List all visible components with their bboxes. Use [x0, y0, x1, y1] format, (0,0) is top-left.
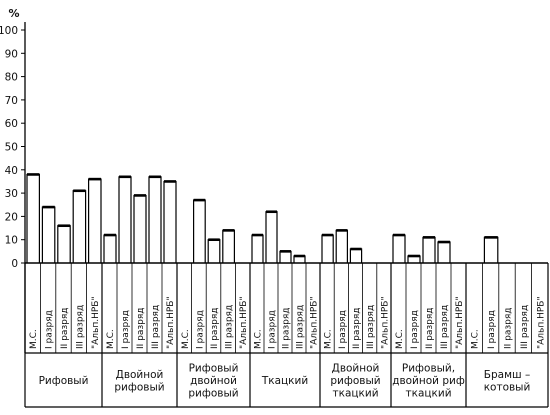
group-label: Двойной [332, 363, 380, 375]
category-label: III разряд [151, 305, 161, 349]
group-label: Двойной [116, 369, 164, 381]
group-label: двойной риф [392, 375, 465, 387]
group-label: рифовый [188, 388, 238, 400]
y-tick-label: 70 [5, 95, 18, 107]
bar [163, 180, 177, 263]
group-label: Рифовый [39, 375, 89, 387]
y-tick-label: 100 [0, 25, 18, 37]
bar [392, 234, 406, 263]
bar [335, 229, 348, 263]
group-label: котовый [484, 381, 531, 393]
category-label: I разряд [195, 310, 205, 349]
category-label: I разряд [121, 310, 131, 349]
y-tick-label: 50 [5, 142, 18, 154]
y-tick-label: 0 [11, 258, 18, 270]
category-label: I разряд [410, 310, 420, 349]
bar [222, 229, 235, 263]
y-tick-label: 40 [5, 165, 18, 177]
bar [88, 178, 102, 263]
bar [41, 206, 56, 263]
bars-layer [26, 173, 499, 263]
axis-layer: % 0 10 20 30 40 50 60 70 80 90 100 [0, 7, 549, 408]
bar [193, 199, 206, 263]
bar [26, 173, 40, 263]
category-label: II разряд [136, 307, 146, 349]
category-label: III разряд [296, 305, 306, 349]
bar [118, 176, 132, 263]
group-label: двойной [190, 375, 237, 387]
group-label: рифовый [114, 381, 164, 393]
category-label: М.С. [254, 329, 264, 349]
category-label: "Альп.НРБ" [536, 296, 546, 349]
category-label: М.С. [29, 329, 39, 349]
category-label: II разряд [60, 307, 70, 349]
bar [207, 239, 221, 263]
bar [437, 241, 451, 263]
bar [265, 211, 278, 263]
group-label: Ткацкий [261, 375, 308, 387]
category-label: II разряд [352, 307, 362, 349]
bar [422, 236, 436, 263]
category-label: I разряд [487, 310, 497, 349]
y-tick-label: 30 [5, 188, 18, 200]
bar [349, 248, 363, 263]
category-label: I разряд [268, 310, 278, 349]
category-label: II разряд [504, 307, 514, 349]
y-tick-label: 90 [5, 48, 18, 60]
category-label: I разряд [45, 310, 55, 349]
category-label: III разряд [225, 305, 235, 349]
bar [72, 190, 87, 263]
y-tick-label: 10 [5, 235, 18, 247]
bar [133, 194, 147, 263]
bar [103, 234, 117, 263]
group-label: Рифовый [189, 363, 239, 375]
y-tick-label: 20 [5, 211, 18, 223]
category-label: "Альп.НРБ" [380, 296, 390, 349]
category-label: М.С. [181, 329, 191, 349]
group-label: ткацкий [332, 388, 378, 400]
y-tick-label: 80 [5, 72, 18, 84]
category-label: М.С. [471, 329, 481, 349]
category-label: "Альп.НРБ" [166, 296, 176, 349]
category-label: "Альп.НРБ" [91, 296, 101, 349]
category-label: III разряд [440, 305, 450, 349]
category-label: М.С. [395, 329, 405, 349]
group-label: Рифовый, [402, 363, 455, 375]
category-label: I разряд [338, 310, 348, 349]
bar [321, 234, 334, 263]
y-tick-label: 60 [5, 118, 18, 130]
bar [148, 176, 162, 263]
bar [57, 225, 71, 263]
category-label: "Альп.НРБ" [455, 296, 465, 349]
group-label: рифовый [330, 375, 380, 387]
category-label: II разряд [425, 307, 435, 349]
category-label: II разряд [282, 307, 292, 349]
group-label: ткацкий [405, 388, 451, 400]
category-label: М.С. [106, 329, 116, 349]
y-axis-label: % [8, 7, 19, 20]
group-label: Брамш – [484, 369, 530, 381]
labels-layer: М.С. I разряд II разряд III разряд "Альп.НРБ… [29, 296, 546, 399]
category-label: II разряд [210, 307, 220, 349]
category-label: III разряд [520, 305, 530, 349]
category-label: М.С. [324, 329, 334, 349]
bar [483, 236, 499, 263]
category-label: III разряд [366, 305, 376, 349]
bar [251, 234, 264, 263]
category-label: "Альп.НРБ" [310, 296, 320, 349]
category-label: III разряд [75, 305, 85, 349]
bar [279, 250, 292, 263]
category-label: "Альп.НРБ" [239, 296, 249, 349]
